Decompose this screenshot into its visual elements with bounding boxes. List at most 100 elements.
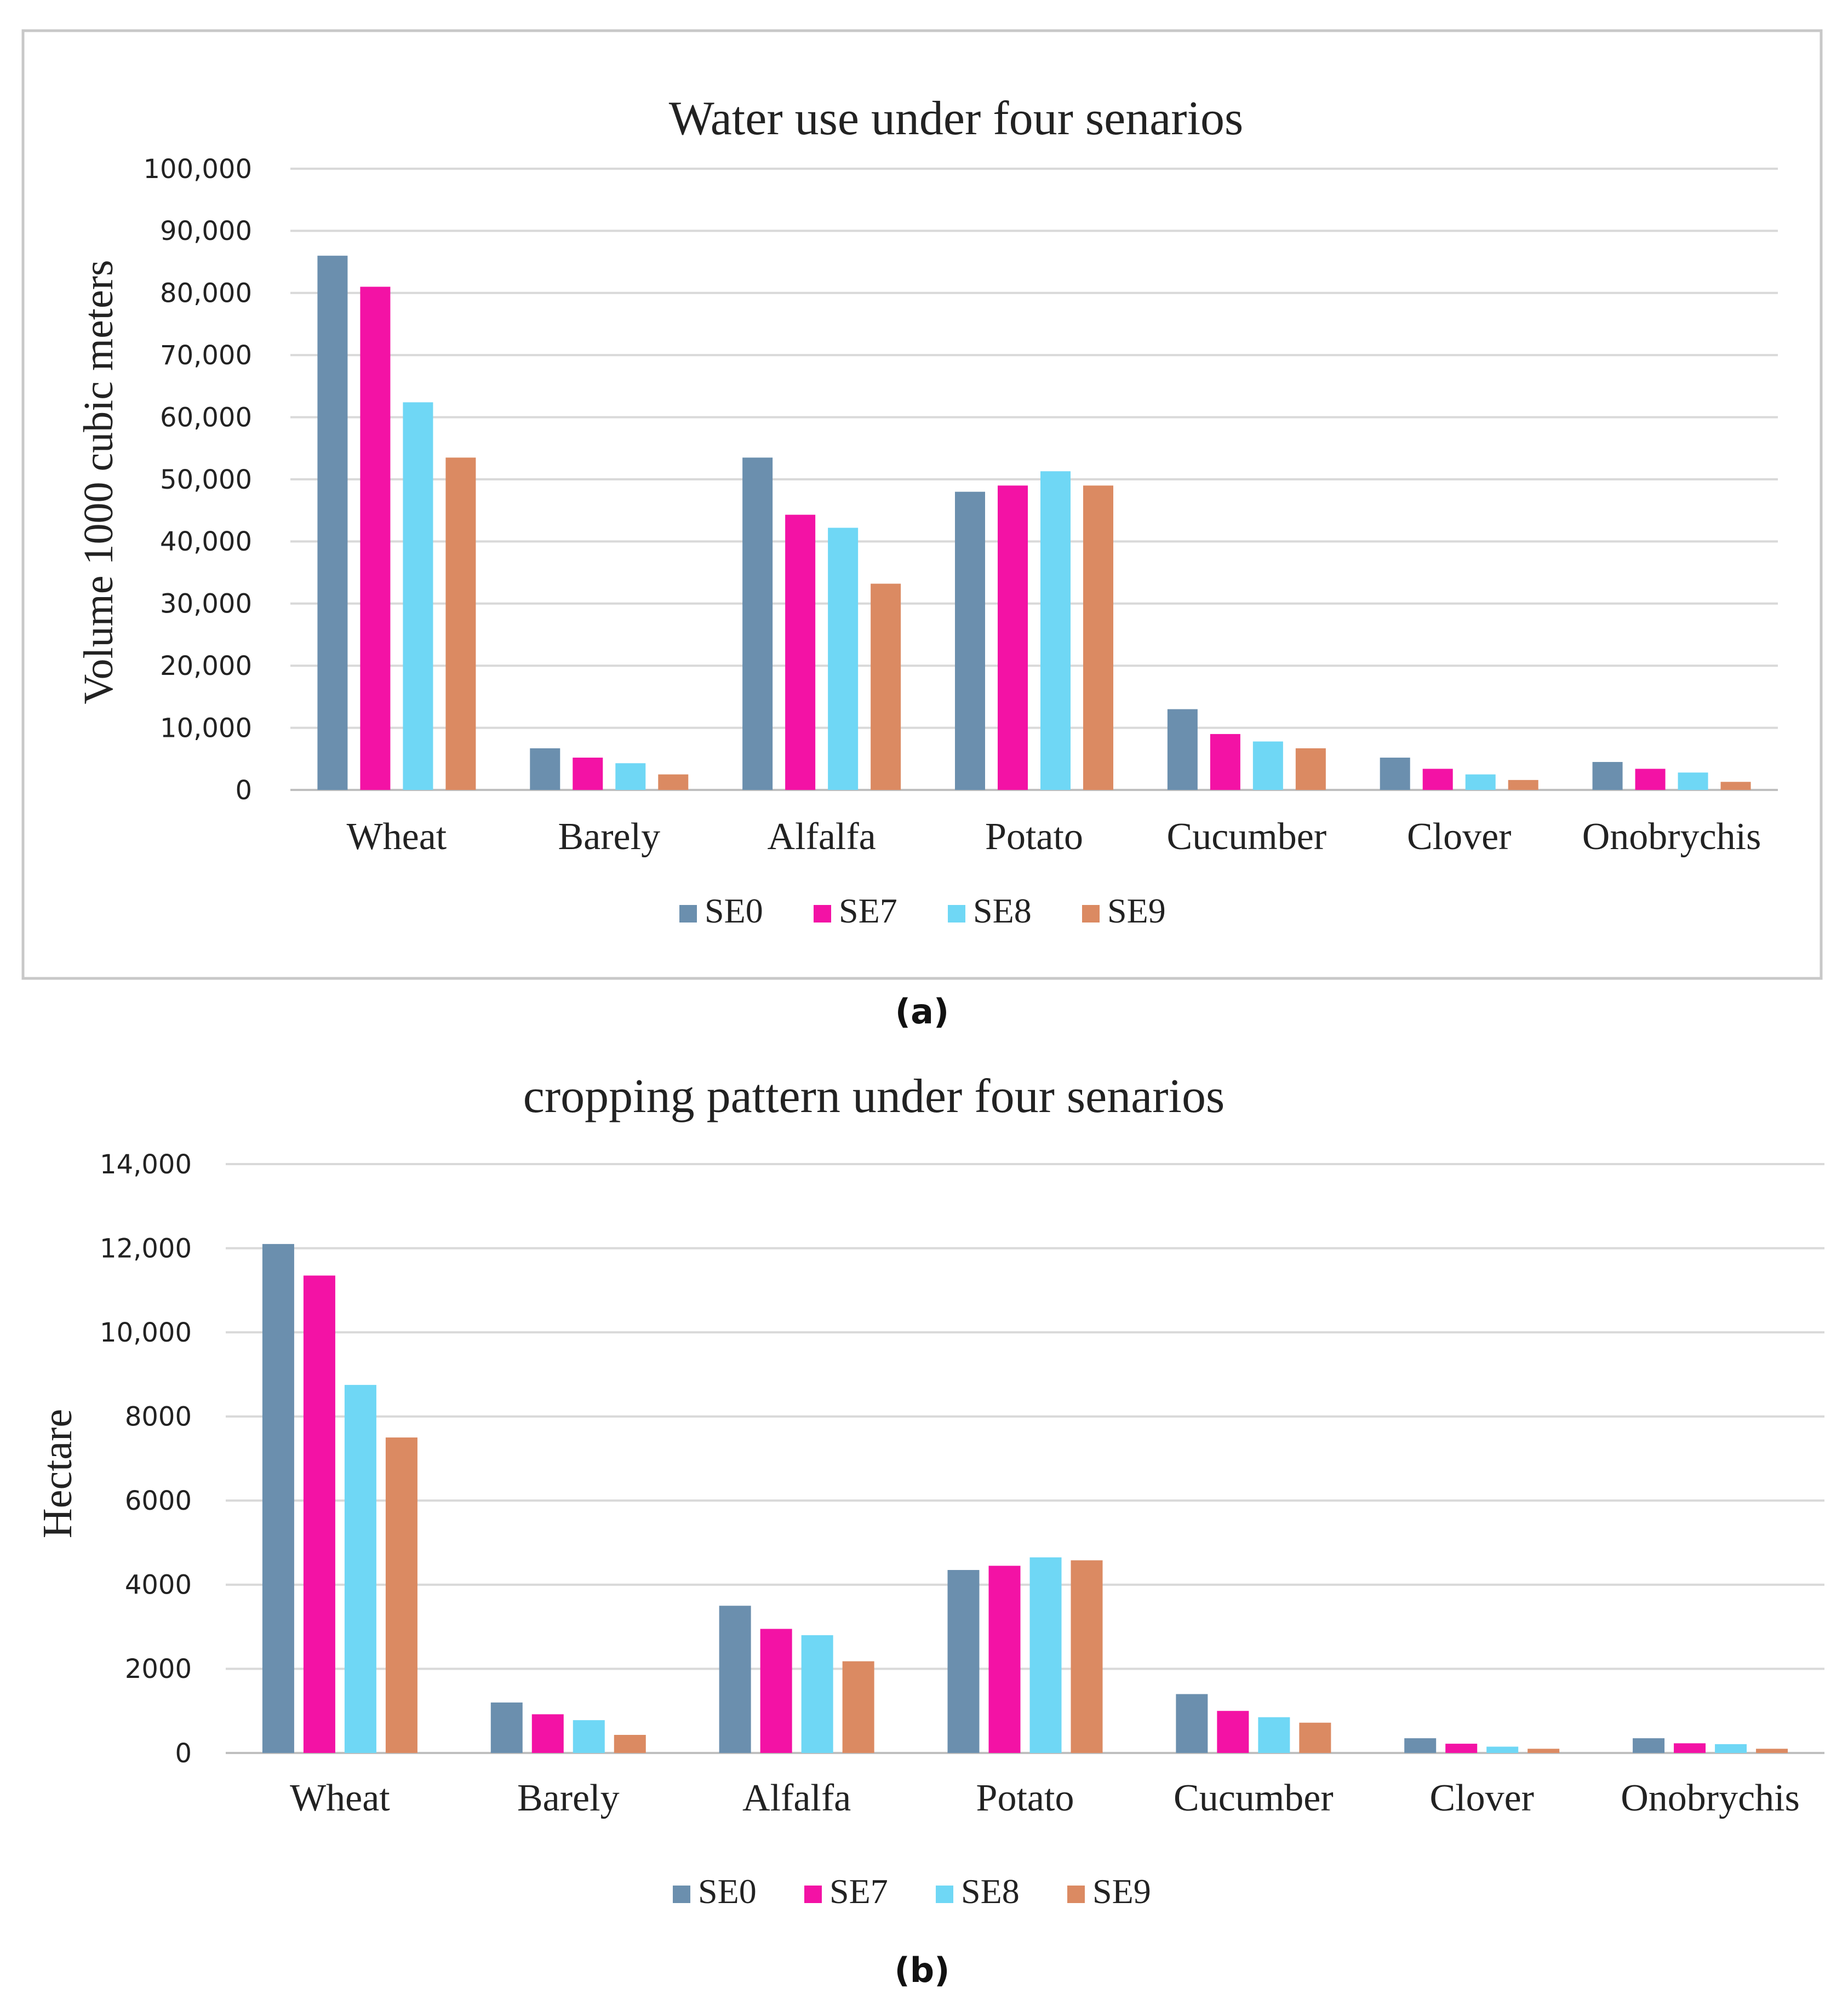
bar-cucumber-se7	[1210, 734, 1240, 790]
legend-swatch-se0	[673, 1886, 690, 1903]
legend-label-se8: SE8	[973, 891, 1032, 930]
x-tick-label: Onobrychis	[1582, 816, 1761, 858]
bar-onobrychis-se0	[1633, 1738, 1665, 1753]
legend-label-se0: SE0	[698, 1872, 757, 1911]
bar-cucumber-se9	[1299, 1722, 1331, 1753]
bar-potato-se7	[988, 1566, 1021, 1753]
legend-swatch-se9	[1082, 905, 1100, 922]
bar-cucumber-se8	[1258, 1717, 1290, 1753]
x-tick-label: Barely	[558, 816, 660, 858]
x-tick-label: Clover	[1429, 1777, 1534, 1819]
bar-cucumber-se0	[1176, 1694, 1208, 1753]
legend-swatch-se7	[814, 905, 831, 922]
y-tick-label: 6000	[125, 1486, 192, 1516]
bar-clover-se9	[1508, 780, 1538, 790]
chart-a-caption: (a)	[895, 992, 949, 1032]
y-tick-label: 2000	[125, 1654, 192, 1684]
bar-onobrychis-se0	[1592, 761, 1623, 790]
bar-onobrychis-se8	[1678, 772, 1708, 790]
x-tick-label: Wheat	[290, 1777, 390, 1819]
bar-cucumber-se8	[1252, 741, 1283, 790]
bar-alfalfa-se9	[871, 583, 901, 790]
legend-swatch-se0	[679, 905, 697, 922]
bar-barely-se7	[531, 1714, 564, 1753]
legend-swatch-se8	[948, 905, 965, 922]
bar-barely-se0	[530, 748, 560, 790]
chart-a-title: Water use under four senarios	[669, 92, 1244, 145]
x-tick-label: Alfalfa	[768, 816, 876, 858]
bar-barely-se9	[658, 774, 689, 790]
chart-b-yticks: 0 2000 4000 6000 8000 10,000 12,000 14,000	[100, 1149, 192, 1769]
x-tick-label: Clover	[1407, 816, 1512, 858]
bar-wheat-se8	[344, 1385, 376, 1753]
chart-b-bars	[262, 1244, 1788, 1753]
legend-label-se9: SE9	[1107, 891, 1166, 930]
chart-a-legend: SE0 SE7 SE8 SE9	[679, 891, 1166, 930]
legend-swatch-se7	[804, 1886, 822, 1903]
bar-wheat-se7	[360, 287, 391, 790]
chart-b-ylabel: Hectare	[35, 1409, 81, 1538]
bar-potato-se0	[947, 1569, 980, 1753]
bar-clover-se0	[1404, 1738, 1437, 1753]
bar-wheat-se8	[403, 402, 433, 790]
bar-onobrychis-se9	[1756, 1749, 1788, 1753]
y-tick-label: 100,000	[144, 154, 253, 185]
bar-clover-se8	[1465, 774, 1496, 790]
bar-barely-se8	[615, 763, 646, 790]
y-tick-label: 10,000	[160, 713, 252, 743]
chart-b-xlabels: Wheat Barely Alfalfa Potato Cucumber Clover On…	[290, 1777, 1800, 1819]
bar-wheat-se0	[262, 1244, 294, 1753]
y-tick-label: 50,000	[160, 465, 252, 495]
y-tick-label: 80,000	[160, 278, 252, 309]
y-tick-label: 4000	[125, 1570, 192, 1601]
legend-swatch-se8	[936, 1886, 953, 1903]
bar-cucumber-se7	[1217, 1711, 1249, 1753]
y-tick-label: 70,000	[160, 340, 252, 371]
bar-potato-se8	[1040, 471, 1071, 790]
chart-a-yticks: 0 10,000 20,000 30,000 40,000 50,000 60,000 70,…	[144, 154, 253, 806]
bar-cucumber-se0	[1167, 709, 1198, 790]
x-tick-label: Barely	[517, 1777, 620, 1819]
chart-a: Water use under four senarios Volume 100…	[76, 92, 1778, 930]
legend-label-se8: SE8	[961, 1872, 1020, 1911]
bar-onobrychis-se9	[1720, 782, 1751, 790]
bar-clover-se7	[1422, 769, 1453, 790]
bar-barely-se7	[573, 758, 603, 790]
legend-label-se7: SE7	[829, 1872, 888, 1911]
bar-alfalfa-se7	[785, 514, 816, 790]
bar-alfalfa-se8	[828, 528, 859, 790]
bar-potato-se8	[1029, 1557, 1062, 1753]
bar-potato-se9	[1083, 485, 1113, 790]
bar-barely-se0	[490, 1702, 523, 1753]
y-tick-label: 12,000	[100, 1233, 192, 1264]
bar-barely-se8	[573, 1720, 605, 1753]
y-tick-label: 30,000	[160, 589, 252, 620]
bar-clover-se8	[1486, 1746, 1519, 1753]
bar-cucumber-se9	[1295, 748, 1326, 790]
x-tick-label: Potato	[976, 1777, 1074, 1819]
bar-onobrychis-se7	[1674, 1743, 1706, 1753]
bar-wheat-se9	[385, 1437, 417, 1753]
y-tick-label: 10,000	[100, 1317, 192, 1348]
y-tick-label: 90,000	[160, 216, 252, 247]
bar-potato-se0	[955, 491, 985, 790]
y-tick-label: 14,000	[100, 1149, 192, 1180]
bar-alfalfa-se8	[801, 1635, 833, 1753]
x-tick-label: Alfalfa	[742, 1777, 851, 1819]
chart-b-legend: SE0 SE7 SE8 SE9	[673, 1872, 1151, 1911]
y-tick-label: 8000	[125, 1402, 192, 1433]
bar-clover-se9	[1527, 1749, 1560, 1753]
bar-potato-se9	[1071, 1560, 1103, 1753]
bar-onobrychis-se7	[1635, 769, 1666, 790]
x-tick-label: Potato	[985, 816, 1083, 858]
x-tick-label: Cucumber	[1174, 1777, 1334, 1819]
x-tick-label: Onobrychis	[1621, 1777, 1800, 1819]
chart-b: cropping pattern under four senarios Hec…	[35, 1070, 1824, 1911]
legend-label-se0: SE0	[705, 891, 763, 930]
chart-a-bars	[317, 255, 1751, 790]
bar-clover-se0	[1380, 758, 1410, 790]
bar-barely-se9	[614, 1734, 646, 1753]
y-tick-label: 40,000	[160, 526, 252, 557]
y-tick-label: 20,000	[160, 651, 252, 681]
